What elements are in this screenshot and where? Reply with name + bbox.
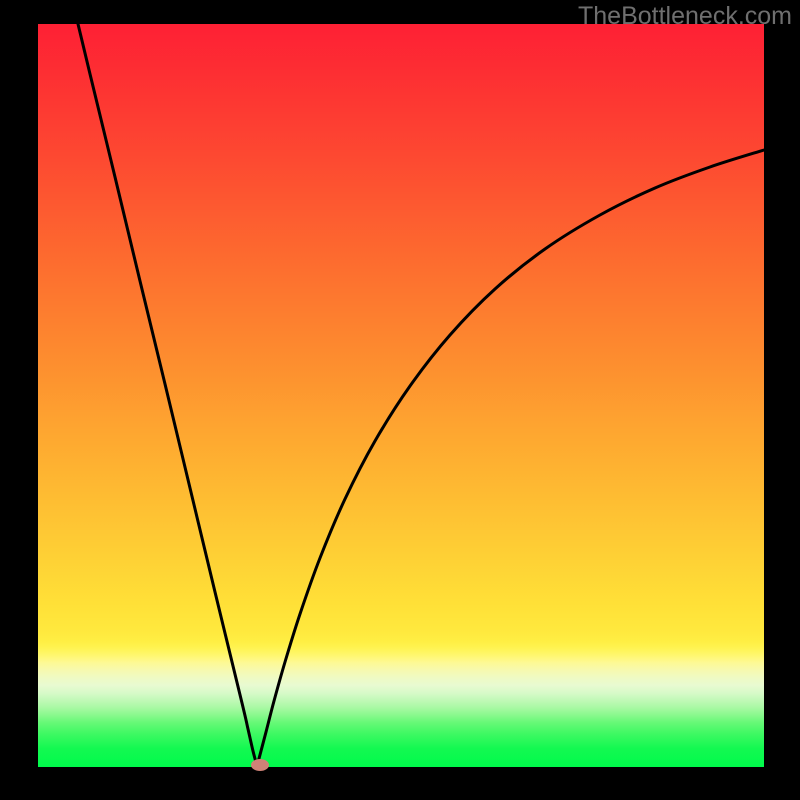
minimum-marker xyxy=(251,759,269,771)
chart-svg xyxy=(0,0,800,800)
watermark-text: TheBottleneck.com xyxy=(578,2,792,31)
plot-area xyxy=(38,24,764,767)
figure-root: TheBottleneck.com xyxy=(0,0,800,800)
